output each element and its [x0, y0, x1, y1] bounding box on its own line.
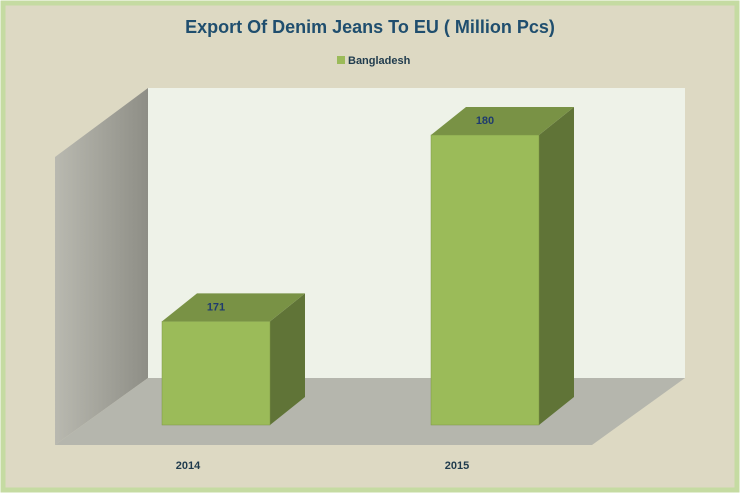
side-wall: [55, 88, 148, 445]
plot: 2014 171 2015 180: [161, 107, 574, 472]
bar-top: [431, 107, 574, 135]
chart-title: Export Of Denim Jeans To EU ( Million Pc…: [185, 17, 555, 37]
bar-side: [539, 107, 574, 425]
floor: [55, 378, 685, 445]
legend-swatch: [337, 56, 345, 64]
x-tick-label: 2014: [176, 460, 201, 472]
bar: [161, 321, 271, 426]
bar-top: [162, 293, 305, 322]
legend-label: Bangladesh: [348, 55, 411, 67]
bar: [430, 134, 540, 426]
legend: Bangladesh: [337, 55, 411, 67]
bar-side: [270, 293, 305, 425]
data-label: 171: [207, 301, 225, 313]
data-label: 180: [476, 115, 494, 127]
x-tick-label: 2015: [445, 460, 469, 472]
